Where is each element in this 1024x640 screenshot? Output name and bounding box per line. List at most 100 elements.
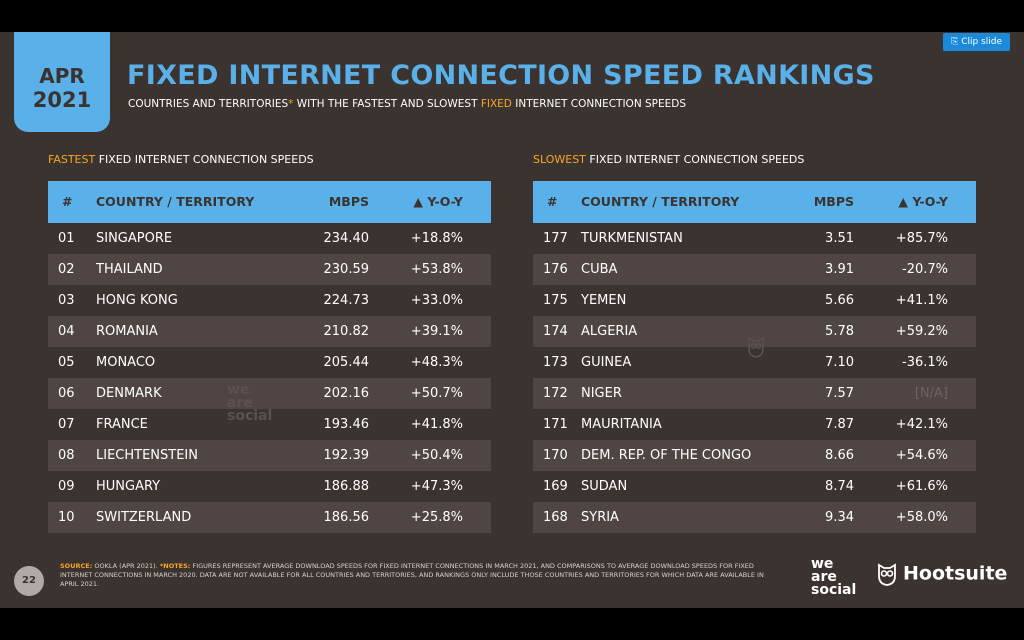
subtitle-text-2: WITH THE FASTEST AND SLOWEST	[293, 98, 481, 110]
table-row: 174 ALGERIA 5.78 +59.2%	[533, 316, 976, 347]
slowest-section-title: SLOWEST FIXED INTERNET CONNECTION SPEEDS	[533, 153, 804, 166]
we-are-social-watermark: we are social	[227, 382, 272, 423]
page-title: FIXED INTERNET CONNECTION SPEED RANKINGS	[127, 60, 875, 91]
cell-yoy: +41.8%	[410, 417, 463, 432]
fastest-title-rest: FIXED INTERNET CONNECTION SPEEDS	[95, 153, 314, 166]
watermark-line: we	[227, 382, 250, 398]
subtitle-accent: FIXED	[480, 98, 512, 110]
cell-mbps: 205.44	[323, 355, 370, 370]
cell-country: DEM. REP. OF THE CONGO	[581, 448, 752, 463]
cell-mbps: 230.59	[323, 262, 370, 277]
header-rank: #	[547, 194, 558, 209]
slide: APR 2021 FIXED INTERNET CONNECTION SPEED…	[0, 32, 1024, 608]
cell-yoy: +18.8%	[410, 231, 463, 246]
cell-country: SUDAN	[581, 479, 628, 494]
table-row: 09 HUNGARY 186.88 +47.3%	[48, 471, 491, 502]
cell-country: ROMANIA	[96, 324, 158, 339]
cell-mbps: 5.66	[825, 293, 854, 308]
cell-yoy: +58.0%	[895, 510, 948, 525]
cell-rank: 176	[543, 262, 568, 277]
cell-mbps: 8.74	[825, 479, 854, 494]
cell-mbps: 5.78	[825, 324, 854, 339]
cell-rank: 09	[58, 479, 75, 494]
cell-yoy: [N/A]	[914, 386, 948, 401]
subtitle-text-1: COUNTRIES AND TERRITORIES	[128, 98, 289, 110]
cell-country: THAILAND	[96, 262, 163, 277]
header-mbps: MBPS	[813, 194, 854, 209]
cell-country: YEMEN	[581, 293, 627, 308]
table-row: 171 MAURITANIA 7.87 +42.1%	[533, 409, 976, 440]
cell-country: MAURITANIA	[581, 417, 662, 432]
header-rank: #	[62, 194, 73, 209]
cell-yoy: +25.8%	[410, 510, 463, 525]
table-header: # COUNTRY / TERRITORY MBPS ▲ Y-O-Y	[48, 181, 491, 223]
header-country: COUNTRY / TERRITORY	[96, 194, 255, 209]
subtitle-text-3: INTERNET CONNECTION SPEEDS	[511, 98, 687, 110]
fastest-title-accent: FASTEST	[48, 153, 96, 166]
cell-mbps: 224.73	[323, 293, 370, 308]
cell-country: TURKMENISTAN	[581, 231, 683, 246]
table-row: 10 SWITZERLAND 186.56 +25.8%	[48, 502, 491, 533]
header-yoy: ▲ Y-O-Y	[413, 194, 463, 209]
table-row: 170 DEM. REP. OF THE CONGO 8.66 +54.6%	[533, 440, 976, 471]
logo-line: we	[811, 556, 834, 572]
cell-rank: 06	[58, 386, 75, 401]
source-text: OOKLA (APR 2021).	[92, 562, 160, 570]
source-label: SOURCE:	[60, 562, 93, 570]
footnote: SOURCE: OOKLA (APR 2021). *NOTES: FIGURE…	[60, 562, 770, 589]
owl-watermark-icon	[746, 335, 766, 359]
cell-rank: 177	[543, 231, 568, 246]
cell-yoy: +53.8%	[410, 262, 463, 277]
notes-text: FIGURES REPRESENT AVERAGE DOWNLOAD SPEED…	[60, 562, 764, 588]
cell-yoy: +59.2%	[895, 324, 948, 339]
cell-country: LIECHTENSTEIN	[96, 448, 198, 463]
cell-rank: 10	[58, 510, 75, 525]
date-tab: APR 2021	[14, 32, 110, 132]
header-country: COUNTRY / TERRITORY	[581, 194, 740, 209]
cell-country: DENMARK	[96, 386, 162, 401]
cell-mbps: 7.57	[825, 386, 854, 401]
cell-mbps: 9.34	[825, 510, 854, 525]
cell-rank: 173	[543, 355, 568, 370]
table-row: 169 SUDAN 8.74 +61.6%	[533, 471, 976, 502]
slowest-title-rest: FIXED INTERNET CONNECTION SPEEDS	[585, 153, 805, 166]
cell-yoy: +50.7%	[410, 386, 463, 401]
cell-yoy: +61.6%	[895, 479, 948, 494]
cell-rank: 01	[58, 231, 75, 246]
slowest-table: # COUNTRY / TERRITORY MBPS ▲ Y-O-Y 177 TU…	[533, 181, 976, 533]
clip-icon: ⎘	[951, 37, 962, 47]
cell-yoy: +54.6%	[895, 448, 948, 463]
cell-mbps: 3.51	[825, 231, 854, 246]
cell-mbps: 193.46	[323, 417, 370, 432]
cell-rank: 169	[543, 479, 568, 494]
cell-yoy: +41.1%	[895, 293, 948, 308]
cell-mbps: 186.56	[323, 510, 370, 525]
table-header: # COUNTRY / TERRITORY MBPS ▲ Y-O-Y	[533, 181, 976, 223]
cell-rank: 08	[58, 448, 75, 463]
page-subtitle: COUNTRIES AND TERRITORIES* WITH THE FAST…	[128, 98, 686, 110]
table-row: 03 HONG KONG 224.73 +33.0%	[48, 285, 491, 316]
cell-country: GUINEA	[581, 355, 632, 370]
cell-rank: 04	[58, 324, 75, 339]
table-row: 168 SYRIA 9.34 +58.0%	[533, 502, 976, 533]
cell-rank: 03	[58, 293, 75, 308]
date-year: 2021	[32, 88, 92, 112]
cell-rank: 172	[543, 386, 568, 401]
cell-yoy: -36.1%	[902, 355, 948, 370]
notes-label: *NOTES:	[159, 562, 191, 570]
hootsuite-owl-icon	[876, 562, 898, 586]
cell-mbps: 202.16	[323, 386, 370, 401]
cell-mbps: 7.87	[825, 417, 854, 432]
header-yoy: ▲ Y-O-Y	[898, 194, 948, 209]
fastest-table: # COUNTRY / TERRITORY MBPS ▲ Y-O-Y 01 SIN…	[48, 181, 491, 533]
header-mbps: MBPS	[328, 194, 369, 209]
hootsuite-wordmark: Hootsuite	[903, 562, 1008, 585]
we-are-social-logo: we are social	[811, 556, 856, 597]
hootsuite-logo: Hootsuite	[876, 562, 1007, 586]
cell-country: CUBA	[581, 262, 618, 277]
clip-slide-button[interactable]: ⎘ Clip slide	[943, 33, 1010, 51]
cell-yoy: +47.3%	[410, 479, 463, 494]
fastest-section-title: FASTEST FIXED INTERNET CONNECTION SPEEDS	[48, 153, 314, 166]
cell-rank: 175	[543, 293, 568, 308]
cell-country: HUNGARY	[96, 479, 161, 494]
